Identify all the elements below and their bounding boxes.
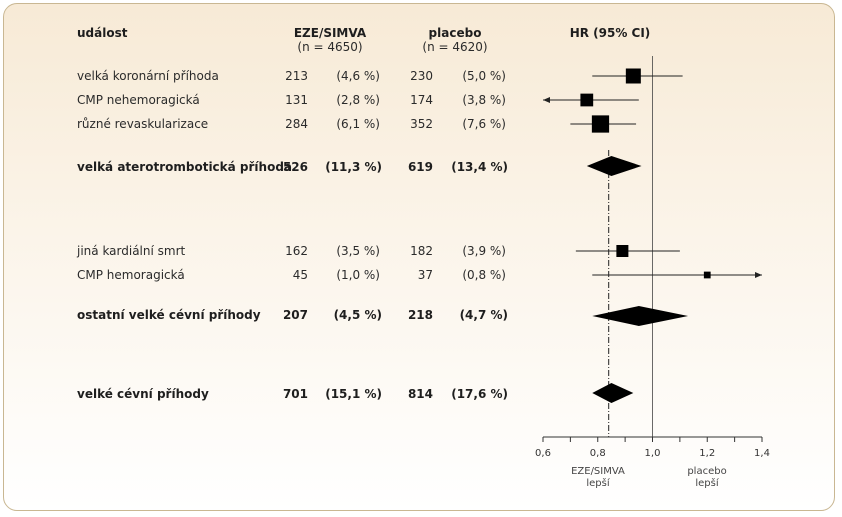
eze-percent: (4,5 %) xyxy=(333,308,382,322)
placebo-count: 352 xyxy=(410,117,433,131)
favours-placebo-line2: lepší xyxy=(695,478,719,489)
x-tick-label: 0,8 xyxy=(590,448,606,459)
point-estimate-square xyxy=(616,245,629,257)
point-estimate-square xyxy=(580,93,594,107)
row-label-summary: velká aterotrombotická příhoda xyxy=(77,160,293,174)
placebo-percent: (0,8 %) xyxy=(462,268,506,282)
placebo-count: 182 xyxy=(410,244,433,258)
placebo-count: 814 xyxy=(407,387,433,401)
placebo-count: 37 xyxy=(417,268,433,282)
eze-count: 213 xyxy=(285,69,308,83)
row-label-summary: ostatní velké cévní příhody xyxy=(77,308,261,322)
eze-count: 45 xyxy=(292,268,308,282)
placebo-percent: (3,8 %) xyxy=(462,93,506,107)
header-event: událost xyxy=(77,26,128,40)
placebo-percent: (17,6 %) xyxy=(451,387,508,401)
placebo-percent: (3,9 %) xyxy=(462,244,506,258)
header-eze-n: (n = 4650) xyxy=(297,40,363,54)
header-placebo-n: (n = 4620) xyxy=(422,40,488,54)
eze-percent: (11,3 %) xyxy=(325,160,382,174)
favours-eze-label: EZE/SIMVA lepší xyxy=(548,466,648,490)
eze-percent: (2,8 %) xyxy=(336,93,380,107)
favours-eze-line1: EZE/SIMVA xyxy=(571,466,625,477)
eze-percent: (6,1 %) xyxy=(336,117,380,131)
ci-arrow-left xyxy=(543,97,550,103)
placebo-percent: (7,6 %) xyxy=(462,117,506,131)
figure-frame xyxy=(3,3,835,511)
header-placebo-title: placebo xyxy=(428,26,482,40)
eze-count: 131 xyxy=(285,93,308,107)
placebo-percent: (13,4 %) xyxy=(451,160,508,174)
summary-diamond xyxy=(592,306,689,326)
x-tick-label: 1,0 xyxy=(645,448,661,459)
eze-percent: (1,0 %) xyxy=(336,268,380,282)
favours-eze-line2: lepší xyxy=(586,478,610,489)
x-tick-label: 1,4 xyxy=(754,448,770,459)
eze-percent: (15,1 %) xyxy=(325,387,382,401)
placebo-count: 230 xyxy=(410,69,433,83)
eze-count: 701 xyxy=(282,387,308,401)
row-label: jiná kardiální smrt xyxy=(77,244,186,258)
point-estimate-square xyxy=(625,68,641,84)
row-label: různé revaskularizace xyxy=(77,117,209,131)
placebo-count: 619 xyxy=(407,160,433,174)
eze-percent: (4,6 %) xyxy=(336,69,380,83)
eze-percent: (3,5 %) xyxy=(336,244,380,258)
row-label: CMP hemoragická xyxy=(77,268,185,282)
row-label: CMP nehemoragická xyxy=(77,93,200,107)
header-eze-title: EZE/SIMVA xyxy=(293,26,367,40)
eze-count: 526 xyxy=(282,160,308,174)
x-tick-label: 1,2 xyxy=(699,448,715,459)
favours-placebo-label: placebo lepší xyxy=(657,466,757,490)
placebo-count: 218 xyxy=(407,308,433,322)
eze-count: 207 xyxy=(282,308,308,322)
eze-count: 284 xyxy=(285,117,308,131)
summary-diamond xyxy=(586,156,642,176)
row-label: velká koronární příhoda xyxy=(77,69,219,83)
placebo-percent: (4,7 %) xyxy=(459,308,508,322)
placebo-count: 174 xyxy=(410,93,433,107)
placebo-percent: (5,0 %) xyxy=(462,69,506,83)
point-estimate-square xyxy=(703,271,711,279)
header-hr: HR (95% CI) xyxy=(569,26,651,40)
favours-placebo-line1: placebo xyxy=(687,466,727,477)
ci-arrow-right xyxy=(755,272,762,278)
eze-count: 162 xyxy=(285,244,308,258)
summary-diamond xyxy=(592,383,634,403)
row-label-summary: velké cévní příhody xyxy=(77,387,209,401)
x-tick-label: 0,6 xyxy=(535,448,551,459)
point-estimate-square xyxy=(591,115,610,133)
